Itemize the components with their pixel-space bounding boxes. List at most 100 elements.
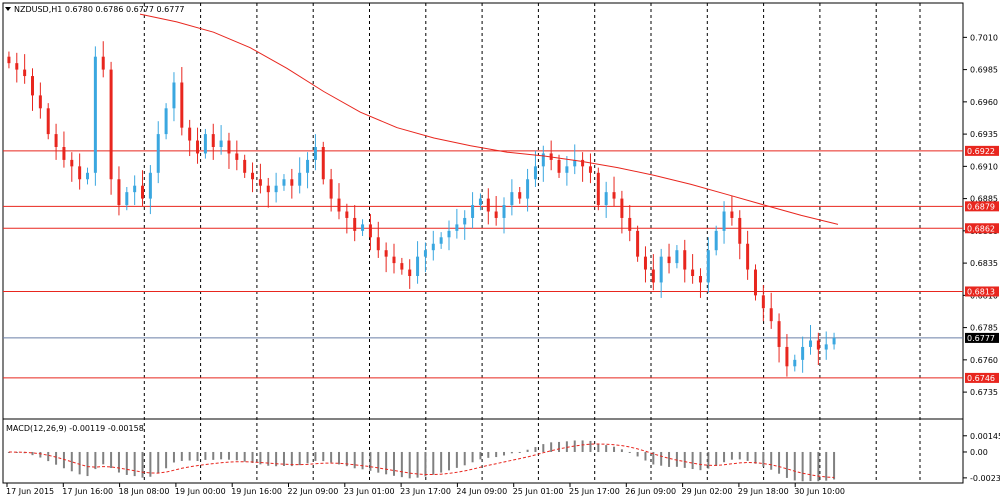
macd-bar — [353, 451, 356, 469]
time-label: 18 Jun 08:00 — [119, 487, 170, 496]
time-axis: 17 Jun 2015 17 Jun 16:00 18 Jun 08:00 19 Ju… — [6, 483, 845, 496]
macd-bar — [825, 451, 828, 481]
candle-body — [620, 198, 624, 218]
macd-bar — [408, 451, 411, 479]
macd-bar — [573, 440, 576, 452]
macd-bar — [448, 451, 451, 471]
price-label: 0.6960 — [970, 98, 998, 107]
candle-body — [643, 256, 647, 270]
candle-body — [15, 63, 19, 70]
candle-body — [502, 205, 506, 218]
main-chart-frame — [2, 2, 964, 420]
macd-bar — [707, 451, 710, 469]
macd-bar — [157, 451, 160, 474]
time-label: 19 Jun 00:00 — [175, 487, 226, 496]
macd-bar — [259, 451, 262, 465]
level-tag-label: 0.6813 — [967, 287, 995, 296]
macd-bar — [345, 451, 348, 467]
level-tag — [965, 223, 999, 234]
candle-body — [70, 159, 74, 167]
macd-bar — [534, 447, 537, 452]
candle-body — [282, 179, 286, 186]
macd-bar — [133, 451, 136, 477]
macd-bar — [487, 451, 490, 458]
candle-body — [439, 237, 443, 244]
time-label: 23 Jun 01:00 — [344, 487, 395, 496]
candle-body — [651, 269, 655, 283]
macd-bar — [196, 451, 199, 461]
candle-body — [46, 108, 50, 135]
time-label: 23 Jun 17:00 — [400, 487, 451, 496]
macd-bar — [652, 451, 655, 465]
time-label: 29 Jun 18:00 — [738, 487, 789, 496]
macd-bar — [550, 442, 553, 452]
macd-bar — [141, 451, 144, 478]
candle-body — [392, 256, 396, 264]
price-label: 0.6760 — [970, 356, 998, 365]
candle-body — [761, 295, 765, 309]
macd-bar — [597, 443, 600, 452]
candle-body — [251, 172, 255, 180]
macd-bar — [440, 451, 443, 473]
macd-bar — [660, 451, 663, 466]
candle-body — [494, 211, 498, 218]
macd-bar — [337, 451, 340, 465]
candle-body — [730, 211, 734, 218]
candle-body — [78, 166, 82, 180]
candle-body — [361, 224, 365, 231]
candle-body — [604, 192, 608, 206]
macd-bar — [377, 451, 380, 473]
macd-bar — [385, 451, 388, 475]
price-label: 0.6935 — [970, 130, 998, 139]
candle-body — [235, 153, 239, 160]
macd-bar — [149, 451, 152, 477]
candle-body — [698, 276, 702, 283]
macd-bar — [361, 451, 364, 470]
candle-body — [54, 134, 58, 147]
macd-bar — [212, 451, 215, 460]
macd-bar — [110, 451, 113, 469]
macd-bar — [738, 451, 741, 460]
macd-bar — [47, 451, 50, 462]
candle-body — [188, 127, 192, 141]
candle-body — [408, 269, 412, 276]
macd-bar — [589, 440, 592, 452]
macd-bar — [801, 451, 804, 482]
candle-body — [832, 337, 836, 345]
macd-bar — [290, 451, 293, 467]
candle-body — [243, 159, 247, 173]
candle-body — [86, 172, 90, 180]
macd-bar — [62, 451, 65, 469]
price-axis: 0.70100.69850.69600.69350.69100.68850.68… — [963, 33, 1000, 483]
macd-bar — [117, 451, 120, 473]
macd-bar — [730, 451, 733, 460]
macd-bar — [180, 451, 183, 461]
level-tag — [965, 145, 999, 156]
macd-bar — [778, 451, 781, 474]
candle-body — [636, 230, 640, 257]
macd-bar — [833, 451, 836, 480]
current-price-label: 0.6777 — [967, 334, 995, 343]
candle-body — [753, 269, 757, 296]
macd-bar — [699, 451, 702, 471]
candle-body — [722, 211, 726, 231]
candle-body — [808, 340, 812, 347]
macd-bar — [683, 451, 686, 468]
candle-body — [7, 56, 11, 64]
price-label: 0.6985 — [970, 66, 998, 75]
macd-bar — [416, 451, 419, 478]
candle-body — [384, 250, 388, 257]
candle-body — [801, 346, 805, 360]
candle-body — [675, 250, 679, 264]
macd-bar — [581, 440, 584, 452]
macd-bar — [251, 451, 254, 463]
candle-body — [683, 250, 687, 270]
macd-bar — [817, 451, 820, 482]
macd-bar — [314, 451, 317, 461]
macd-bar — [495, 451, 498, 458]
macd-bar — [668, 451, 671, 467]
macd-bar — [754, 451, 757, 464]
chart-collapse-icon[interactable] — [5, 7, 11, 11]
